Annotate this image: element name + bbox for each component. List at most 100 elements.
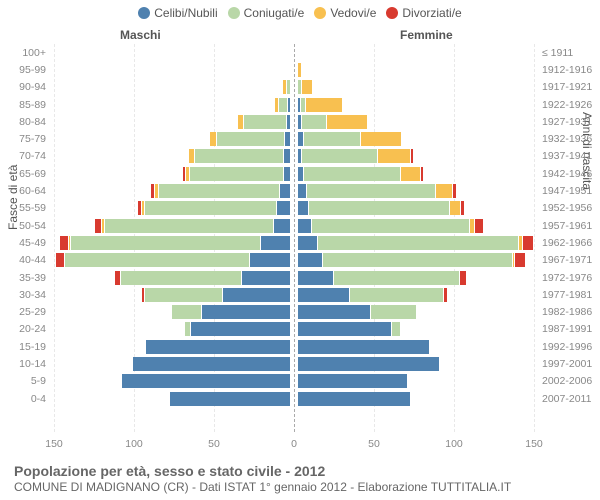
x-tick: 150 [45, 438, 63, 450]
bar-segment [70, 236, 260, 250]
bar-segment [120, 271, 241, 285]
pyramid-row: 65-69 1942-1946 [0, 165, 600, 182]
bar-segment [222, 288, 290, 302]
bar-segment [411, 149, 414, 163]
legend-item: Celibi/Nubili [138, 6, 217, 20]
bars-female [298, 80, 538, 94]
legend-item: Coniugati/e [228, 6, 305, 20]
bars-female [298, 167, 538, 181]
chart-container: Celibi/NubiliConiugati/eVedovi/eDivorzia… [0, 0, 600, 500]
x-axis: 15010050050100150 [50, 438, 538, 454]
bar-segment [298, 392, 411, 406]
pyramid-row: 95-991912-1916 [0, 61, 600, 78]
bar-segment [298, 305, 371, 319]
bar-segment [298, 253, 323, 267]
bars-female [298, 219, 538, 233]
legend-dot [386, 7, 398, 19]
age-label: 100+ [0, 47, 50, 59]
bars-male [50, 184, 290, 198]
age-label: 90-94 [0, 81, 50, 93]
bar-segment [421, 167, 424, 181]
bars-female [298, 132, 538, 146]
age-label: 95-99 [0, 64, 50, 76]
bar-segment [453, 184, 457, 198]
pyramid-row: 0-42007-2011 [0, 390, 600, 407]
pyramid-row: 35-391972-1976 [0, 269, 600, 286]
bars-female [298, 271, 538, 285]
x-tick: 50 [368, 438, 380, 450]
legend-dot [314, 7, 326, 19]
footer-title: Popolazione per età, sesso e stato civil… [14, 463, 511, 479]
bar-segment [241, 271, 290, 285]
x-tick: 100 [125, 438, 143, 450]
bars-female [298, 340, 538, 354]
bar-segment [55, 253, 64, 267]
bar-segment [361, 132, 402, 146]
bar-segment [298, 288, 350, 302]
age-label: 40-44 [0, 254, 50, 266]
bar-segment [523, 236, 534, 250]
age-label: 50-54 [0, 220, 50, 232]
pyramid-row: 90-941917-1921 [0, 79, 600, 96]
bars-female [298, 46, 538, 60]
bar-segment [334, 271, 460, 285]
male-label: Maschi [120, 28, 161, 42]
bar-segment [298, 271, 334, 285]
pyramid-row: 10-141997-2001 [0, 355, 600, 372]
bar-segment [475, 219, 484, 233]
bar-segment [298, 184, 307, 198]
female-label: Femmine [400, 28, 453, 42]
pyramid-row: 50-541957-1961 [0, 217, 600, 234]
birth-label: 1932-1936 [538, 133, 598, 145]
legend-label: Coniugati/e [244, 6, 305, 20]
age-label: 30-34 [0, 289, 50, 301]
pyramid-row: 15-191992-1996 [0, 338, 600, 355]
birth-label: 1922-1926 [538, 99, 598, 111]
age-label: 45-49 [0, 237, 50, 249]
bar-segment [302, 149, 378, 163]
bars-male [50, 305, 290, 319]
bar-segment [260, 236, 290, 250]
age-label: 25-29 [0, 306, 50, 318]
age-label: 65-69 [0, 168, 50, 180]
bar-segment [278, 98, 287, 112]
bars-female [298, 305, 538, 319]
bar-segment [189, 167, 283, 181]
bars-male [50, 98, 290, 112]
birth-label: 1942-1946 [538, 168, 598, 180]
bars-female [298, 253, 538, 267]
bar-segment [298, 219, 312, 233]
bar-segment [209, 132, 216, 146]
bar-segment [249, 253, 290, 267]
bar-segment [298, 340, 430, 354]
bar-segment [276, 201, 290, 215]
bar-segment [444, 288, 448, 302]
legend: Celibi/NubiliConiugati/eVedovi/eDivorzia… [0, 0, 600, 20]
bars-male [50, 236, 290, 250]
bar-segment [307, 184, 436, 198]
pyramid-row: 60-641947-1951 [0, 182, 600, 199]
bar-segment [216, 132, 284, 146]
bars-female [298, 201, 538, 215]
footer: Popolazione per età, sesso e stato civil… [14, 463, 511, 494]
bars-male [50, 219, 290, 233]
legend-item: Divorziati/e [386, 6, 461, 20]
bars-female [298, 236, 538, 250]
birth-label: 1997-2001 [538, 358, 598, 370]
birth-label: 2002-2006 [538, 375, 598, 387]
bar-segment [318, 236, 519, 250]
bars-female [298, 288, 538, 302]
bar-segment [298, 322, 392, 336]
bar-segment [286, 115, 290, 129]
bar-segment [144, 201, 276, 215]
bar-segment [350, 288, 444, 302]
bar-segment [283, 149, 290, 163]
bars-male [50, 201, 290, 215]
bar-segment [298, 236, 318, 250]
bar-segment [104, 219, 273, 233]
bar-segment [171, 305, 201, 319]
bar-segment [132, 357, 290, 371]
legend-dot [228, 7, 240, 19]
bars-male [50, 115, 290, 129]
bars-female [298, 149, 538, 163]
